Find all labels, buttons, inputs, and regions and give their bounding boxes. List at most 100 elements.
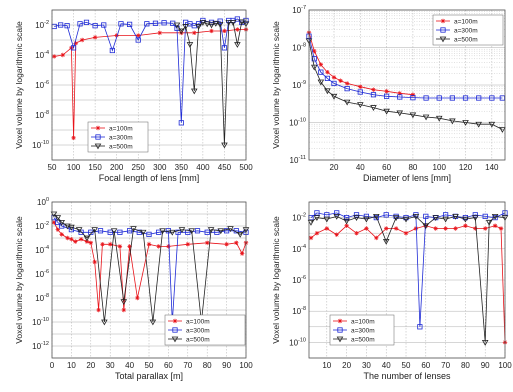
data-point bbox=[409, 112, 417, 119]
data-point bbox=[161, 20, 167, 26]
data-point bbox=[492, 223, 498, 228]
data-point bbox=[417, 324, 423, 330]
data-point bbox=[97, 228, 104, 234]
y-tick-label: 10-8 bbox=[292, 43, 306, 53]
data-point bbox=[308, 235, 314, 241]
data-point bbox=[64, 223, 71, 230]
x-tick-label: 40 bbox=[125, 361, 134, 370]
data-point bbox=[195, 24, 202, 30]
data-point bbox=[58, 219, 65, 226]
data-point bbox=[393, 226, 399, 231]
data-point bbox=[51, 54, 57, 59]
data-point bbox=[178, 227, 186, 234]
data-point bbox=[410, 92, 416, 97]
data-point bbox=[130, 226, 137, 233]
legend-label: a=500m bbox=[351, 337, 375, 344]
y-tick-label: 10-6 bbox=[35, 80, 49, 90]
data-point bbox=[422, 114, 430, 121]
data-point bbox=[146, 231, 152, 237]
data-point bbox=[331, 75, 337, 80]
data-point bbox=[186, 42, 194, 48]
data-point bbox=[182, 24, 189, 30]
data-point bbox=[235, 27, 240, 32]
data-point bbox=[68, 224, 75, 231]
x-tick-label: 50 bbox=[48, 163, 57, 172]
data-point bbox=[50, 211, 58, 218]
data-point bbox=[178, 28, 185, 35]
data-point bbox=[118, 21, 124, 27]
data-point bbox=[69, 236, 74, 242]
data-point bbox=[344, 223, 349, 228]
data-point bbox=[475, 121, 482, 128]
data-point bbox=[108, 242, 113, 247]
legend: a=100m a=300m a=500m bbox=[432, 14, 504, 46]
x-tick-label: 250 bbox=[132, 163, 146, 172]
data-point bbox=[117, 229, 123, 235]
data-point bbox=[491, 213, 499, 220]
data-point bbox=[344, 81, 350, 86]
legend-label: a=300m bbox=[454, 28, 478, 35]
data-point bbox=[70, 45, 77, 51]
data-point bbox=[212, 20, 220, 27]
data-point bbox=[334, 232, 339, 237]
data-point bbox=[453, 226, 458, 231]
data-point bbox=[109, 47, 115, 54]
x-axis-label: Total parallax [m] bbox=[115, 371, 183, 381]
data-point bbox=[498, 226, 504, 231]
data-point bbox=[188, 228, 195, 235]
data-point bbox=[331, 80, 337, 87]
y-tick-label: 10-9 bbox=[292, 80, 306, 90]
series-a=500m bbox=[305, 38, 506, 133]
data-point bbox=[392, 215, 400, 222]
data-point bbox=[110, 228, 118, 235]
data-point bbox=[481, 340, 489, 346]
data-point bbox=[333, 213, 341, 220]
x-tick-label: 0 bbox=[50, 361, 55, 370]
series-a=500m bbox=[307, 213, 509, 346]
data-point bbox=[343, 218, 350, 225]
data-point bbox=[462, 120, 469, 126]
data-point bbox=[91, 227, 98, 234]
data-point bbox=[225, 19, 233, 26]
data-point bbox=[205, 240, 210, 245]
x-tick-label: 20 bbox=[342, 361, 351, 370]
series-a=100m bbox=[308, 223, 508, 345]
data-point bbox=[146, 242, 152, 247]
data-point bbox=[216, 21, 224, 28]
data-point bbox=[127, 228, 133, 234]
legend-marker bbox=[94, 143, 102, 150]
y-tick-label: 10-2 bbox=[292, 213, 306, 223]
data-point bbox=[144, 21, 150, 27]
x-tick-label: 10 bbox=[67, 361, 76, 370]
y-axis-label: Voxel volume by logarithmic scale bbox=[14, 21, 24, 149]
y-axis-label: Voxel volume by logarithmic scale bbox=[271, 21, 281, 149]
data-point bbox=[239, 251, 245, 256]
data-point bbox=[311, 56, 317, 62]
grid-lines bbox=[309, 9, 505, 161]
series-a=500m bbox=[50, 211, 250, 326]
x-tick-label: 500 bbox=[239, 163, 253, 172]
data-point bbox=[222, 28, 227, 34]
data-point bbox=[443, 226, 448, 231]
y-tick-label: 10-8 bbox=[292, 306, 306, 316]
data-point bbox=[485, 219, 493, 226]
data-point bbox=[65, 235, 70, 241]
y-tick-label: 10-7 bbox=[292, 5, 306, 15]
data-point bbox=[324, 88, 331, 95]
legend-label: a=100m bbox=[351, 319, 375, 326]
data-point bbox=[92, 259, 97, 265]
data-point bbox=[449, 118, 456, 125]
data-point bbox=[208, 22, 215, 29]
data-point bbox=[489, 95, 495, 101]
x-tick-label: 50 bbox=[402, 361, 411, 370]
legend-marker bbox=[171, 336, 179, 343]
data-point bbox=[363, 213, 370, 219]
data-point bbox=[317, 79, 325, 86]
legend-label: a=300m bbox=[186, 328, 210, 335]
y-tick-label: 10-4 bbox=[35, 245, 49, 255]
data-point bbox=[92, 35, 98, 40]
data-point bbox=[402, 216, 410, 223]
data-point bbox=[190, 88, 198, 95]
x-tick-label: 90 bbox=[222, 361, 231, 370]
y-tick-label: 10-2 bbox=[35, 221, 49, 231]
